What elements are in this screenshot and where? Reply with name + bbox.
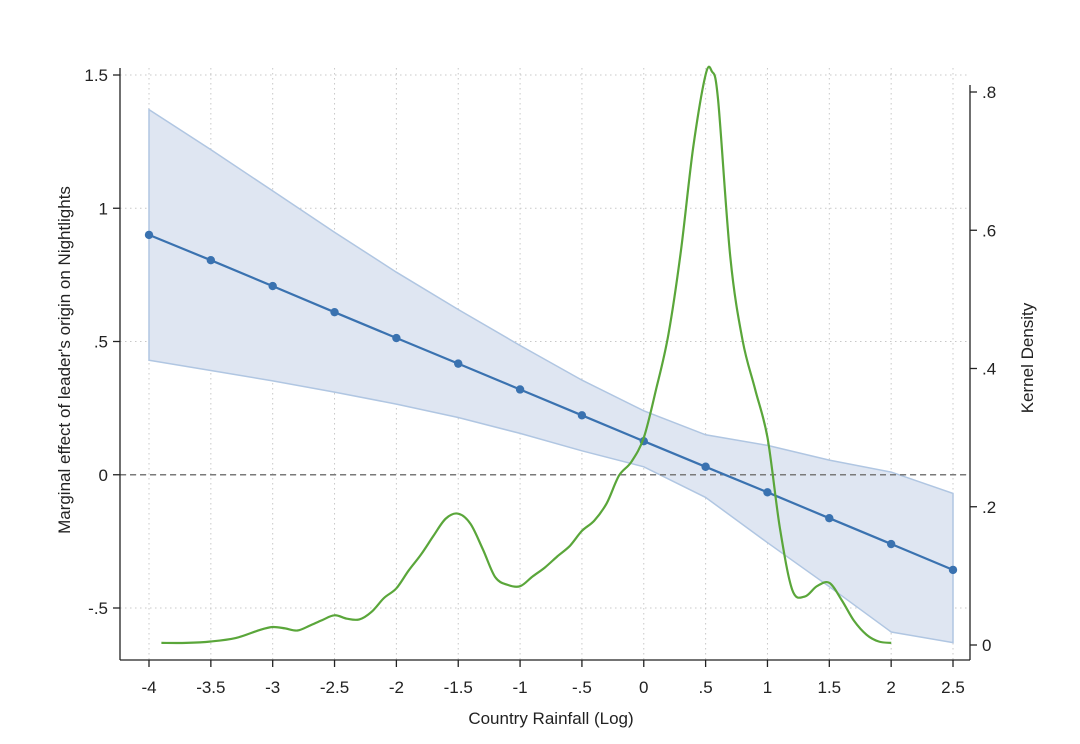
- x-tick-label: -.5: [572, 678, 592, 697]
- marginal-effect-point: [515, 385, 525, 394]
- x-tick-label: 1.5: [817, 678, 841, 697]
- x-tick-label: -2: [389, 678, 404, 697]
- y-left-tick-label: 1.5: [84, 66, 108, 85]
- marginal-effect-point: [886, 539, 896, 549]
- x-tick-label: -3.5: [196, 678, 225, 697]
- marginal-effect-point: [330, 307, 339, 317]
- x-tick-label: 1: [763, 678, 772, 697]
- y-right-tick-label: 0: [982, 636, 991, 655]
- marginal-effect-point: [577, 411, 587, 420]
- kernel-density-series: [161, 65, 892, 645]
- y-right-tick-label: .8: [982, 83, 996, 102]
- marginal-effect-point: [948, 565, 958, 575]
- y-right-tick-label: .2: [982, 498, 996, 517]
- marginal-effect-point: [701, 462, 710, 471]
- confidence-band-group: [148, 108, 954, 644]
- x-tick-label: 2.5: [941, 678, 965, 697]
- axes: [113, 68, 977, 667]
- y-left-tick-label: 1: [99, 199, 108, 218]
- y-left-tick-label: 0: [99, 466, 108, 485]
- marginal-effect-point: [825, 513, 834, 523]
- x-tick-label: -1: [513, 678, 528, 697]
- y-axis-right-title: Kernel Density: [1018, 302, 1037, 413]
- confidence-band: [148, 108, 954, 644]
- marginal-effect-point: [144, 230, 154, 240]
- marginal-effect-point: [206, 256, 216, 265]
- x-tick-label: -1.5: [444, 678, 473, 697]
- x-axis-title: Country Rainfall (Log): [468, 709, 633, 728]
- y-right-tick-label: .6: [982, 221, 996, 240]
- y-axis-left-title: Marginal effect of leader's origin on Ni…: [55, 186, 74, 534]
- y-right-tick-label: .4: [982, 360, 996, 379]
- marginal-effect-point: [268, 281, 277, 291]
- tick-labels: -4 -3.5 -3 -2.5 -2 -1.5 -1 -.5 0 .5 1 1.5 2 2.5 -.5 0 .5…: [84, 66, 996, 697]
- x-tick-label: -3: [265, 678, 280, 697]
- x-tick-label: -2.5: [320, 678, 349, 697]
- marginal-effect-line: [148, 233, 954, 571]
- marginal-effect-point: [392, 333, 401, 343]
- marginal-effect-point: [454, 359, 463, 368]
- y-left-tick-label: .5: [94, 333, 108, 352]
- y-left-tick-label: -.5: [88, 599, 108, 618]
- x-tick-label: -4: [141, 678, 156, 697]
- x-tick-label: 2: [886, 678, 895, 697]
- x-tick-label: 0: [639, 678, 648, 697]
- kernel-density-curve: [161, 65, 892, 645]
- marginal-effect-point: [763, 488, 772, 497]
- x-tick-label: .5: [699, 678, 713, 697]
